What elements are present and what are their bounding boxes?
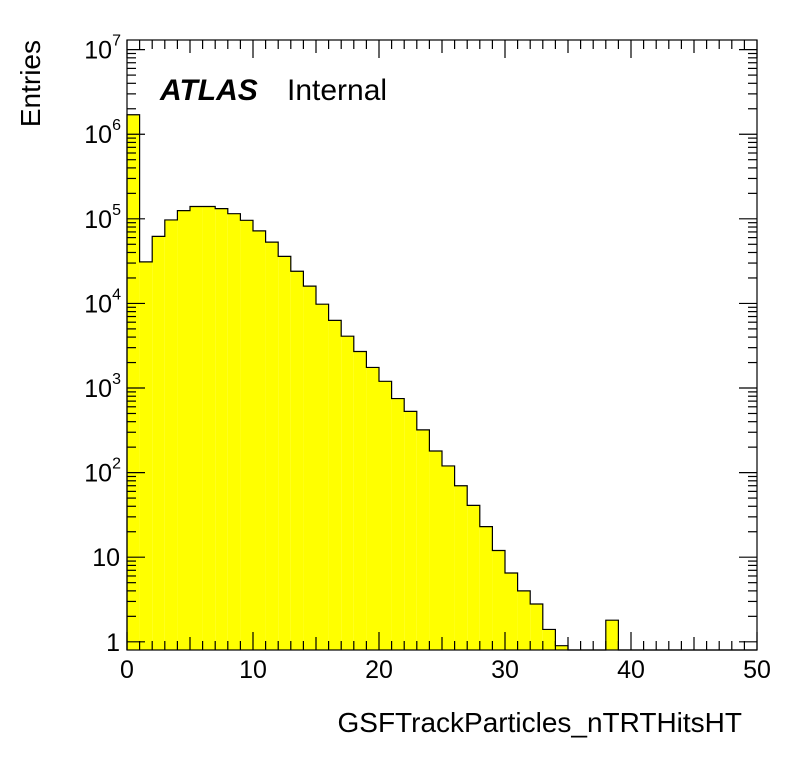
histogram-bin bbox=[429, 451, 442, 650]
y-tick-label: 10 bbox=[92, 544, 120, 572]
x-tick-label: 0 bbox=[120, 656, 134, 684]
y-tick-label: 104 bbox=[84, 286, 121, 318]
y-tick-label: 1 bbox=[106, 629, 120, 657]
x-tick-labels: 0 10 20 30 40 50 bbox=[120, 656, 771, 684]
atlas-label: ATLAS bbox=[159, 74, 258, 107]
histogram-bin bbox=[366, 367, 379, 650]
y-tick-label: 102 bbox=[84, 456, 121, 488]
histogram-bin bbox=[391, 398, 405, 650]
histogram-bin bbox=[530, 603, 543, 650]
histogram-bin bbox=[164, 219, 178, 650]
histogram-bin bbox=[253, 230, 266, 650]
y-axis-title: Entries bbox=[15, 40, 46, 127]
y-tick-label: 106 bbox=[84, 117, 121, 149]
histogram-bin bbox=[454, 485, 468, 650]
histogram-bin bbox=[467, 505, 480, 650]
histogram-bin bbox=[404, 411, 417, 650]
histogram-bin bbox=[505, 573, 518, 650]
x-tick-label: 20 bbox=[365, 656, 393, 684]
x-tick-label: 10 bbox=[239, 656, 267, 684]
histogram-bin bbox=[517, 590, 531, 650]
histogram-bin bbox=[341, 336, 354, 650]
histogram-bin bbox=[240, 220, 253, 650]
histogram-bin bbox=[442, 465, 455, 650]
x-axis-title: GSFTrackParticles_nTRTHitsHT bbox=[338, 707, 743, 738]
histogram-bin bbox=[190, 206, 203, 651]
histogram-bin bbox=[492, 550, 505, 650]
histogram-bin bbox=[605, 620, 619, 650]
x-tick-label: 30 bbox=[491, 656, 519, 684]
histogram-bin bbox=[290, 271, 304, 650]
histogram-bin bbox=[379, 381, 392, 650]
histogram-bin bbox=[278, 256, 291, 650]
histogram-bin bbox=[555, 645, 568, 650]
x-tick-label: 40 bbox=[617, 656, 645, 684]
histogram-bin bbox=[215, 208, 228, 651]
x-tick-label: 50 bbox=[743, 656, 771, 684]
histogram-bin bbox=[127, 114, 140, 650]
y-tick-labels: 1 10 102 103 104 105 106 107 bbox=[84, 33, 121, 657]
histogram-bin bbox=[177, 210, 190, 650]
y-tick-label: 105 bbox=[84, 202, 121, 234]
histogram-bin bbox=[303, 286, 316, 650]
internal-label: Internal bbox=[287, 74, 387, 107]
histogram-bin bbox=[479, 526, 493, 650]
histogram-bins bbox=[127, 114, 619, 651]
y-tick-label: 103 bbox=[84, 371, 121, 403]
histogram-bin bbox=[139, 261, 153, 650]
histogram-bin bbox=[416, 429, 430, 650]
histogram-bin bbox=[353, 351, 367, 650]
axis-ticks bbox=[126, 40, 758, 650]
y-tick-label: 107 bbox=[84, 33, 121, 65]
histogram-bin bbox=[152, 236, 165, 650]
histogram-bin bbox=[542, 629, 556, 650]
histogram-bin bbox=[227, 213, 241, 650]
histogram-bin bbox=[328, 320, 342, 650]
histogram-bin bbox=[265, 242, 279, 651]
histogram-bin bbox=[202, 206, 216, 651]
histogram-bin bbox=[316, 304, 329, 650]
